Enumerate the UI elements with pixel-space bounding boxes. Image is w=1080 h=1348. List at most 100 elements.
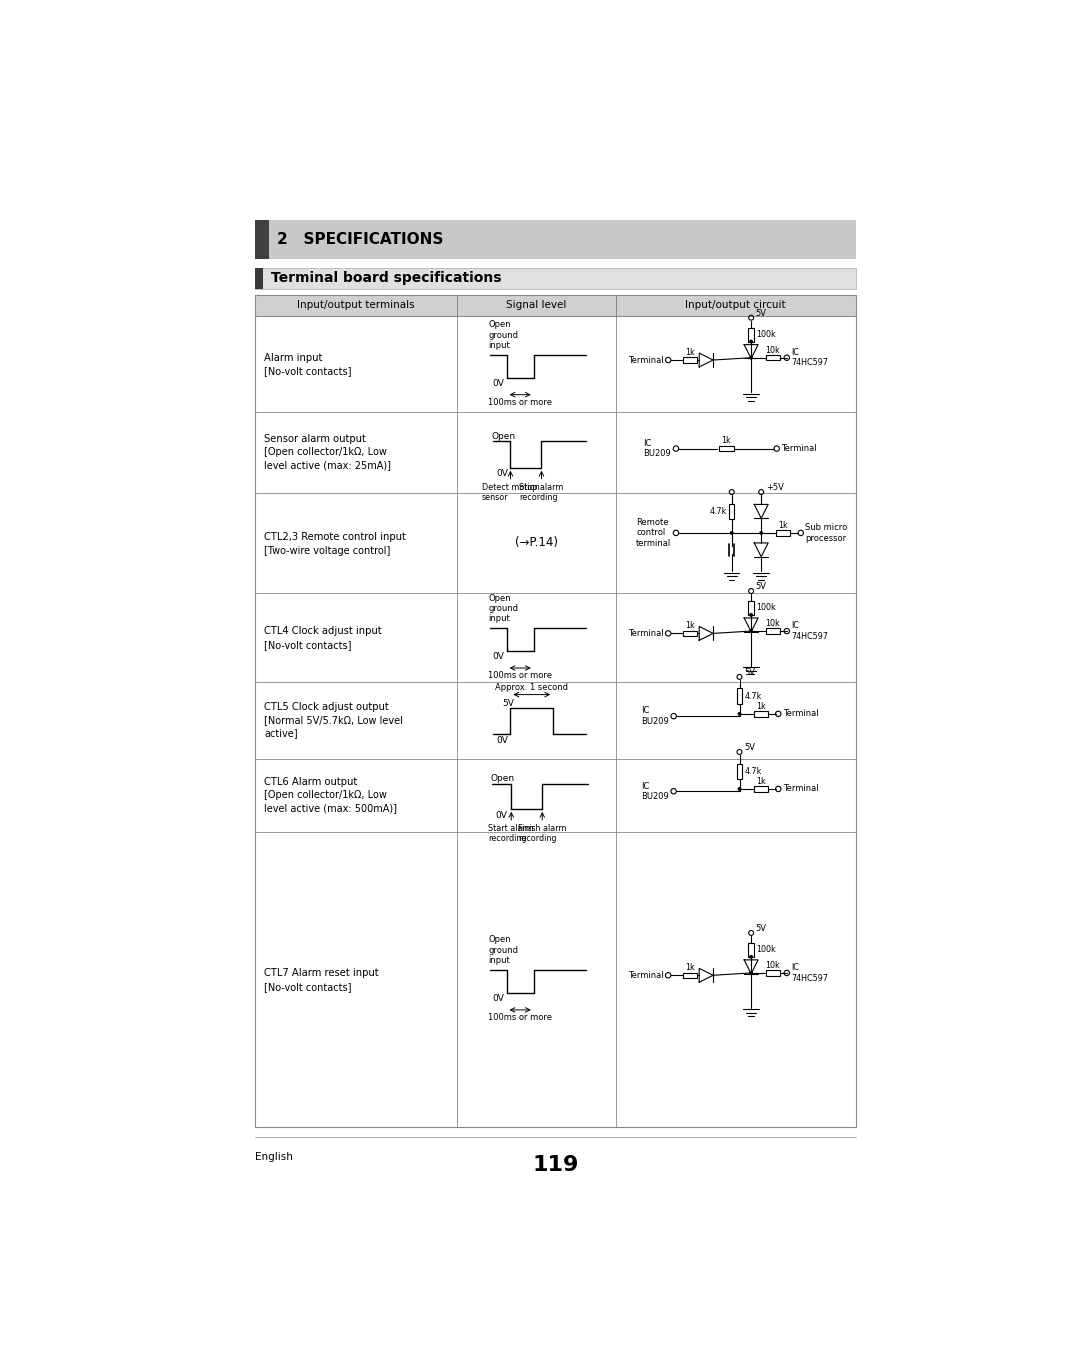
Text: Remote
control
terminal: Remote control terminal [636, 518, 672, 547]
Bar [766, 355, 780, 360]
Bar [729, 504, 734, 519]
Text: 119: 119 [532, 1155, 579, 1175]
Text: 100ms or more: 100ms or more [488, 671, 552, 681]
Bar [737, 763, 742, 779]
Bar [683, 972, 697, 977]
Text: [Open collector/1kΩ, Low: [Open collector/1kΩ, Low [265, 790, 388, 801]
Bar [748, 328, 754, 341]
Circle shape [750, 630, 753, 634]
Bar [616, 295, 855, 315]
Text: 1k: 1k [756, 776, 766, 786]
Text: 5V: 5V [756, 923, 767, 933]
Circle shape [750, 340, 753, 344]
Text: 1k: 1k [721, 437, 731, 445]
Text: CTL4 Clock adjust input: CTL4 Clock adjust input [265, 625, 382, 636]
Text: 5V: 5V [744, 743, 755, 752]
Bar [255, 268, 855, 288]
Text: CTL2,3 Remote control input: CTL2,3 Remote control input [265, 531, 406, 542]
Text: 100ms or more: 100ms or more [488, 398, 552, 407]
Text: Terminal: Terminal [781, 443, 816, 453]
Text: IC
BU209: IC BU209 [642, 706, 669, 725]
Text: level active (max: 500mA)]: level active (max: 500mA)] [265, 803, 397, 813]
Text: IC
74HC597: IC 74HC597 [792, 348, 828, 368]
Circle shape [750, 613, 753, 617]
Text: 1k: 1k [756, 702, 766, 710]
Bar [683, 631, 697, 636]
Text: 10k: 10k [766, 619, 780, 628]
Text: IC
BU209: IC BU209 [642, 782, 669, 801]
Circle shape [750, 971, 753, 975]
Bar [737, 689, 742, 704]
Text: CTL7 Alarm reset input: CTL7 Alarm reset input [265, 968, 379, 977]
Text: Input/output terminals: Input/output terminals [297, 301, 415, 310]
Text: 4.7k: 4.7k [744, 767, 761, 775]
Text: level active (max: 25mA)]: level active (max: 25mA)] [265, 461, 391, 470]
Bar [255, 220, 269, 259]
Text: 1k: 1k [685, 621, 694, 630]
Text: Sensor alarm output: Sensor alarm output [265, 434, 366, 445]
Bar [255, 220, 855, 259]
Circle shape [738, 712, 742, 716]
Bar [766, 628, 780, 634]
Text: [Normal 5V/5.7kΩ, Low level: [Normal 5V/5.7kΩ, Low level [265, 714, 403, 725]
Text: [No-volt contacts]: [No-volt contacts] [265, 640, 352, 650]
Text: [No-volt contacts]: [No-volt contacts] [265, 367, 352, 376]
Text: 4.7k: 4.7k [744, 692, 761, 701]
Text: 4.7k: 4.7k [710, 507, 727, 516]
Text: 100ms or more: 100ms or more [488, 1014, 552, 1022]
Bar [255, 295, 855, 1127]
Text: 10k: 10k [766, 961, 780, 969]
Text: Terminal: Terminal [627, 630, 663, 638]
Text: Input/output circuit: Input/output circuit [686, 301, 786, 310]
Bar [754, 786, 768, 791]
Text: 100k: 100k [756, 945, 775, 954]
Text: Detect motion
sensor: Detect motion sensor [482, 483, 539, 503]
Text: 5V: 5V [502, 698, 514, 708]
Circle shape [750, 356, 753, 360]
Text: Terminal: Terminal [627, 356, 663, 364]
Bar [748, 942, 754, 957]
Text: Terminal: Terminal [627, 971, 663, 980]
Text: CTL5 Clock adjust output: CTL5 Clock adjust output [265, 702, 389, 712]
Text: IC
BU209: IC BU209 [644, 439, 672, 458]
Text: 1k: 1k [685, 348, 694, 357]
Text: Stop alarm
recording: Stop alarm recording [519, 483, 564, 503]
Text: 5V: 5V [756, 309, 767, 318]
Text: Sub micro
processor: Sub micro processor [806, 523, 848, 543]
Bar [754, 712, 768, 717]
Text: 1k: 1k [685, 962, 694, 972]
Text: Open: Open [490, 774, 514, 783]
Bar [718, 446, 734, 452]
Text: Signal level: Signal level [505, 301, 566, 310]
Bar [766, 971, 780, 976]
Text: 0V: 0V [495, 810, 507, 820]
Text: [Open collector/1kΩ, Low: [Open collector/1kΩ, Low [265, 448, 388, 457]
Bar [775, 530, 789, 535]
Text: Open
ground
input: Open ground input [488, 321, 518, 350]
Text: 0V: 0V [492, 652, 504, 661]
Text: Open: Open [491, 431, 516, 441]
Text: Open
ground
input: Open ground input [488, 593, 518, 623]
Text: Finish alarm
recording: Finish alarm recording [518, 824, 567, 844]
Text: Terminal board specifications: Terminal board specifications [271, 271, 501, 286]
Text: 100k: 100k [756, 330, 775, 340]
Text: active]: active] [265, 728, 298, 739]
Text: CTL6 Alarm output: CTL6 Alarm output [265, 776, 357, 787]
Text: Terminal: Terminal [783, 709, 819, 718]
Text: IC
74HC597: IC 74HC597 [792, 964, 828, 983]
Text: Approx. 1 second: Approx. 1 second [496, 683, 568, 692]
Bar [255, 268, 262, 288]
Bar [683, 357, 697, 363]
Text: 1k: 1k [778, 520, 787, 530]
Bar [748, 601, 754, 615]
Circle shape [738, 787, 742, 791]
Text: 0V: 0V [497, 736, 509, 744]
Text: 10k: 10k [766, 345, 780, 355]
Text: (→P.14): (→P.14) [514, 537, 557, 550]
Text: 5V: 5V [756, 582, 767, 590]
Text: 5V: 5V [744, 667, 755, 677]
Text: Open
ground
input: Open ground input [488, 936, 518, 965]
Text: 0V: 0V [497, 469, 509, 479]
Text: Start alarm
recording: Start alarm recording [488, 824, 535, 844]
Text: IC
74HC597: IC 74HC597 [792, 621, 828, 640]
